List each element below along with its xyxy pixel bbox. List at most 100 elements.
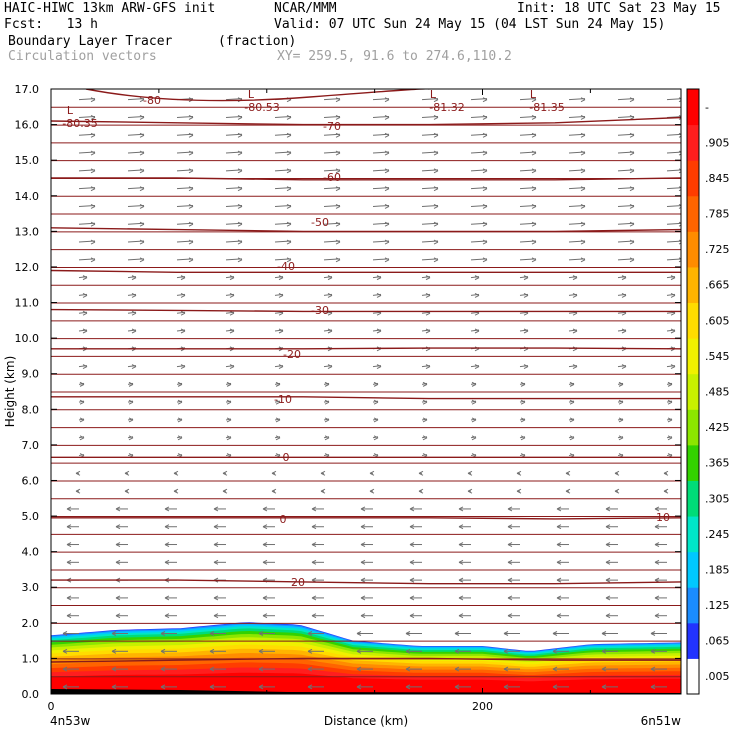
circulation-vector-head bbox=[629, 168, 635, 174]
circulation-vector-head bbox=[621, 275, 627, 281]
circulation-vector-head bbox=[454, 666, 460, 672]
circulation-vector-head bbox=[629, 186, 635, 192]
circulation-vector-head bbox=[237, 257, 243, 263]
circulation-vector-head bbox=[650, 666, 656, 672]
circulation-vector-head bbox=[90, 257, 96, 263]
circulation-vector-head bbox=[335, 115, 341, 120]
colorbar-swatch bbox=[687, 89, 699, 126]
circulation-vector-head bbox=[226, 417, 232, 423]
x-axis-label: Distance (km) bbox=[324, 714, 408, 728]
plot-area bbox=[51, 89, 681, 694]
circulation-vector-head bbox=[209, 648, 215, 654]
circulation-vector-head bbox=[433, 203, 439, 209]
circulation-vector-head bbox=[278, 328, 284, 334]
circulation-vector-head bbox=[356, 631, 362, 636]
circulation-vector-head bbox=[66, 613, 72, 619]
circulation-vector-head bbox=[621, 292, 627, 298]
circulation-vector-head bbox=[629, 239, 635, 245]
circulation-vector-head bbox=[565, 488, 571, 494]
circulation-vector-head bbox=[618, 435, 624, 441]
circulation-vector-head bbox=[409, 506, 415, 512]
circulation-vector-head bbox=[503, 666, 509, 672]
colorbar-swatch bbox=[687, 551, 699, 588]
low-center-label: L bbox=[67, 104, 74, 117]
circulation-vector-head bbox=[286, 239, 292, 245]
circulation-vector-head bbox=[188, 186, 194, 192]
circulation-vector-head bbox=[618, 399, 624, 405]
circulation-vector-head bbox=[180, 328, 186, 334]
terrain bbox=[51, 689, 681, 694]
circulation-vector-head bbox=[139, 132, 145, 138]
colorbar-swatch bbox=[687, 622, 699, 659]
circulation-vector-head bbox=[654, 559, 660, 565]
circulation-vector-head bbox=[422, 435, 428, 441]
circulation-vector-head bbox=[520, 381, 526, 387]
circulation-vector-head bbox=[531, 115, 537, 120]
circulation-vector-head bbox=[621, 364, 627, 370]
circulation-vector-head bbox=[565, 470, 571, 476]
circulation-vector-head bbox=[79, 417, 85, 423]
circulation-vector-head bbox=[160, 666, 166, 672]
circulation-vector-head bbox=[654, 613, 660, 619]
circulation-vector-head bbox=[376, 328, 382, 334]
circulation-vector-head bbox=[139, 239, 145, 245]
vector-label: Circulation vectors bbox=[8, 49, 157, 64]
circulation-vector-head bbox=[405, 666, 411, 672]
y-tick-label: 0.0 bbox=[22, 688, 40, 701]
circulation-vector-head bbox=[384, 239, 390, 245]
colorbar-frame bbox=[686, 88, 700, 695]
circulation-vector-head bbox=[66, 542, 72, 547]
colorbar-swatch bbox=[687, 195, 699, 232]
circulation-vector-head bbox=[180, 364, 186, 370]
circulation-vector-head bbox=[556, 542, 562, 547]
circulation-vector-head bbox=[433, 115, 439, 120]
circulation-vector-head bbox=[356, 666, 362, 672]
circulation-vector-head bbox=[307, 666, 313, 672]
circulation-vector-head bbox=[278, 292, 284, 298]
circulation-vector-head bbox=[384, 115, 390, 120]
circulation-vector-head bbox=[173, 488, 179, 494]
circulation-vector-head bbox=[605, 595, 611, 601]
circulation-vector-head bbox=[324, 381, 330, 387]
colorbar-label: .845 bbox=[705, 172, 730, 185]
colorbar-swatch bbox=[687, 160, 699, 197]
colorbar-swatch bbox=[687, 444, 699, 481]
circulation-vector-head bbox=[605, 613, 611, 619]
circulation-vector-head bbox=[454, 648, 460, 654]
circulation-vector-head bbox=[425, 364, 431, 370]
colorbar-label: .605 bbox=[705, 314, 730, 327]
circulation-vector-head bbox=[454, 631, 460, 636]
circulation-vector-head bbox=[678, 221, 681, 227]
circulation-vector-head bbox=[373, 399, 379, 405]
circulation-vector-head bbox=[335, 257, 341, 263]
circulation-vector-head bbox=[409, 613, 415, 619]
circulation-vector-head bbox=[678, 150, 681, 156]
circulation-vector-head bbox=[471, 417, 477, 423]
circulation-vector-head bbox=[75, 488, 81, 494]
circulation-vector-head bbox=[335, 203, 341, 209]
circulation-vector-head bbox=[262, 524, 268, 530]
circulation-vector-head bbox=[507, 577, 513, 583]
circulation-vector-head bbox=[482, 97, 488, 103]
circulation-vector-head bbox=[275, 435, 281, 441]
circulation-vector-head bbox=[678, 97, 681, 103]
forecast-hour: Fcst: 13 h bbox=[4, 17, 98, 32]
colorbar-swatch bbox=[687, 124, 699, 161]
circulation-vector-head bbox=[311, 542, 317, 547]
circulation-vector-head bbox=[188, 168, 194, 174]
circulation-vector-head bbox=[663, 488, 669, 494]
circulation-vector-head bbox=[115, 542, 121, 547]
circulation-vector-head bbox=[335, 150, 341, 156]
circulation-vector-head bbox=[286, 221, 292, 227]
circulation-vector-head bbox=[164, 595, 170, 601]
circulation-vector-head bbox=[90, 221, 96, 227]
colorbar-swatch bbox=[687, 480, 699, 517]
x-end-label: 6n51w bbox=[641, 714, 682, 728]
circulation-vector-head bbox=[503, 648, 509, 654]
circulation-vector-head bbox=[678, 132, 681, 138]
circulation-vector-head bbox=[180, 310, 186, 316]
circulation-vector-head bbox=[418, 488, 424, 494]
isotherm-label: -40 bbox=[277, 260, 295, 273]
circulation-vector-head bbox=[258, 666, 264, 672]
